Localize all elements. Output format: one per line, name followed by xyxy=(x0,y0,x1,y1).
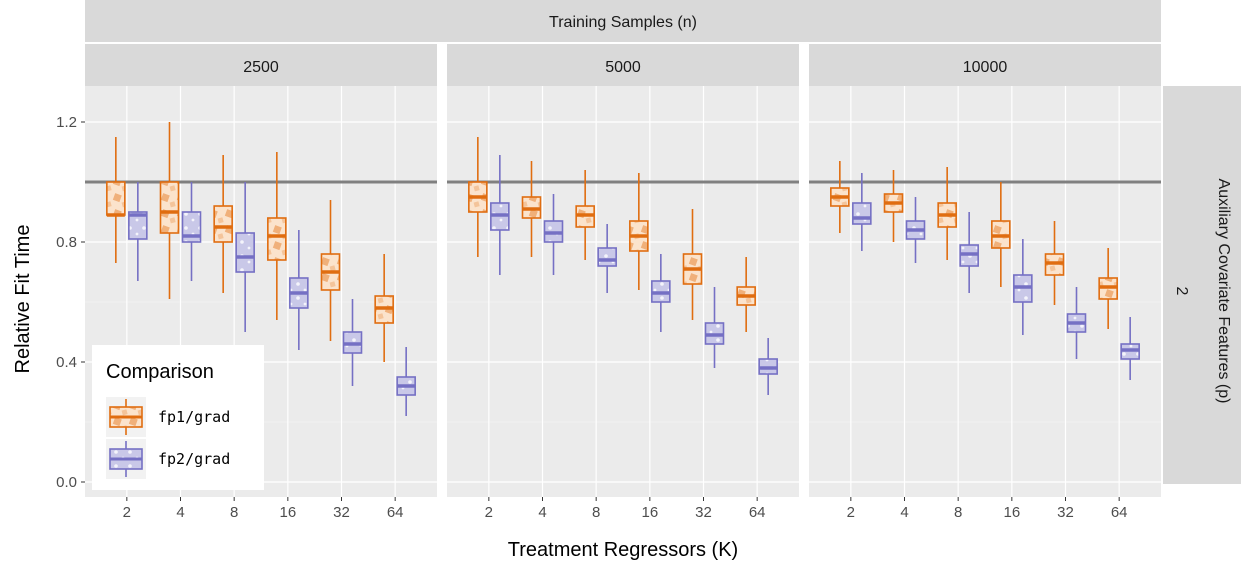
x-tick-label: 32 xyxy=(333,504,350,521)
box-fp2-grad-k4 xyxy=(905,197,926,263)
box-fp1-grad-k32 xyxy=(682,209,703,320)
box-fp1-grad-k64 xyxy=(374,254,394,362)
box-fp2-grad-k8 xyxy=(959,212,979,293)
panel-strip-label: 2500 xyxy=(243,59,279,76)
x-tick-label: 8 xyxy=(592,504,600,521)
box-fp2-grad-k16 xyxy=(651,254,671,332)
box-fp2-grad-k16 xyxy=(289,230,309,350)
box-body xyxy=(597,247,617,267)
box-fp2-grad-k4 xyxy=(181,182,202,281)
facet-right-title: Auxiliary Covariate Features (p) xyxy=(1215,179,1232,404)
panel-strip xyxy=(809,44,1161,86)
x-tick-label: 32 xyxy=(1057,504,1074,521)
x-tick-label: 64 xyxy=(749,504,766,521)
x-tick-label: 2 xyxy=(123,504,131,521)
box-body xyxy=(106,181,126,216)
box-fp2-grad-k64 xyxy=(758,338,778,395)
x-axis-title: Treatment Regressors (K) xyxy=(508,539,738,561)
box-fp2-grad-k4 xyxy=(543,194,564,275)
box-fp1-grad-k4 xyxy=(883,170,904,242)
x-tick-label: 2 xyxy=(485,504,493,521)
legend-label: fp1/grad xyxy=(158,408,230,426)
x-tick-label: 8 xyxy=(230,504,238,521)
box-fp1-grad-k2 xyxy=(106,137,126,263)
y-tick-label: 0.8 xyxy=(56,234,77,251)
box-fp2-grad-k8 xyxy=(597,224,617,293)
box-fp1-grad-k16 xyxy=(991,182,1011,287)
box-body xyxy=(852,202,872,225)
box-fp2-grad-k32 xyxy=(1066,287,1087,359)
panel-5000: 5000 2 4 8 16 32 64 xyxy=(447,44,799,521)
box-fp2-grad-k64 xyxy=(1120,317,1140,380)
y-axis: 0.0 0.4 0.8 1.2 xyxy=(56,114,85,491)
x-tick-label: 2 xyxy=(847,504,855,521)
legend-key-fp1-grad: fp1/grad xyxy=(106,397,230,437)
box-fp2-grad-k16 xyxy=(1013,239,1033,335)
y-tick-label: 1.2 xyxy=(56,114,77,131)
facet-right-value: 2 xyxy=(1173,287,1190,296)
box-fp1-grad-k4 xyxy=(159,122,180,299)
box-body xyxy=(267,217,287,261)
facet-top-title: Training Samples (n) xyxy=(549,14,697,31)
box-fp1-grad-k64 xyxy=(736,257,756,332)
box-body xyxy=(235,232,255,273)
box-fp1-grad-k64 xyxy=(1098,248,1118,329)
x-tick-label: 4 xyxy=(176,504,184,521)
panel-10000: 10000 2 4 8 16 32 64 xyxy=(809,44,1161,521)
box-fp2-grad-k2 xyxy=(128,182,148,281)
legend: Comparison fp1/grad fp2/grad xyxy=(92,345,264,490)
x-tick-label: 16 xyxy=(641,504,658,521)
panel-strip-label: 5000 xyxy=(605,59,641,76)
legend-key-fp2-grad: fp2/grad xyxy=(106,439,230,479)
box-body xyxy=(159,181,180,234)
x-tick-label: 64 xyxy=(1111,504,1128,521)
box-body xyxy=(128,211,148,240)
box-fp1-grad-k16 xyxy=(267,152,287,320)
box-fp2-grad-k2 xyxy=(852,173,872,251)
x-tick-label: 32 xyxy=(695,504,712,521)
box-fp1-grad-k8 xyxy=(575,170,595,260)
box-fp1-grad-k16 xyxy=(629,173,649,290)
legend-title: Comparison xyxy=(106,361,214,383)
box-fp1-grad-k2 xyxy=(830,161,850,233)
box-fp1-grad-k8 xyxy=(937,167,957,260)
y-tick-label: 0.0 xyxy=(56,474,77,491)
box-fp1-grad-k4 xyxy=(521,161,542,257)
panel-strip-label: 10000 xyxy=(963,59,1008,76)
x-tick-label: 16 xyxy=(1003,504,1020,521)
panel-strip xyxy=(447,44,799,86)
box-fp2-grad-k32 xyxy=(704,287,725,368)
legend-label: fp2/grad xyxy=(158,450,230,468)
y-tick-label: 0.4 xyxy=(56,354,77,371)
y-axis-title: Relative Fit Time xyxy=(12,225,34,374)
box-fp2-grad-k32 xyxy=(342,299,363,386)
box-fp1-grad-k8 xyxy=(213,155,233,293)
box-fp1-grad-k32 xyxy=(320,200,341,341)
facet-top-strip xyxy=(85,0,1161,42)
x-tick-label: 8 xyxy=(954,504,962,521)
x-tick-label: 16 xyxy=(279,504,296,521)
box-fp1-grad-k32 xyxy=(1044,221,1065,305)
box-fp2-grad-k2 xyxy=(490,155,510,275)
panel-strip xyxy=(85,44,437,86)
x-tick-label: 64 xyxy=(387,504,404,521)
box-fp2-grad-k8 xyxy=(235,182,255,332)
legend-keys: fp1/grad fp2/grad xyxy=(106,397,230,479)
box-fp2-grad-k64 xyxy=(396,347,416,416)
box-fp1-grad-k2 xyxy=(468,137,488,257)
facet-right-strip xyxy=(1163,86,1241,484)
x-tick-label: 4 xyxy=(538,504,546,521)
box-body xyxy=(213,205,233,243)
x-tick-label: 4 xyxy=(900,504,908,521)
